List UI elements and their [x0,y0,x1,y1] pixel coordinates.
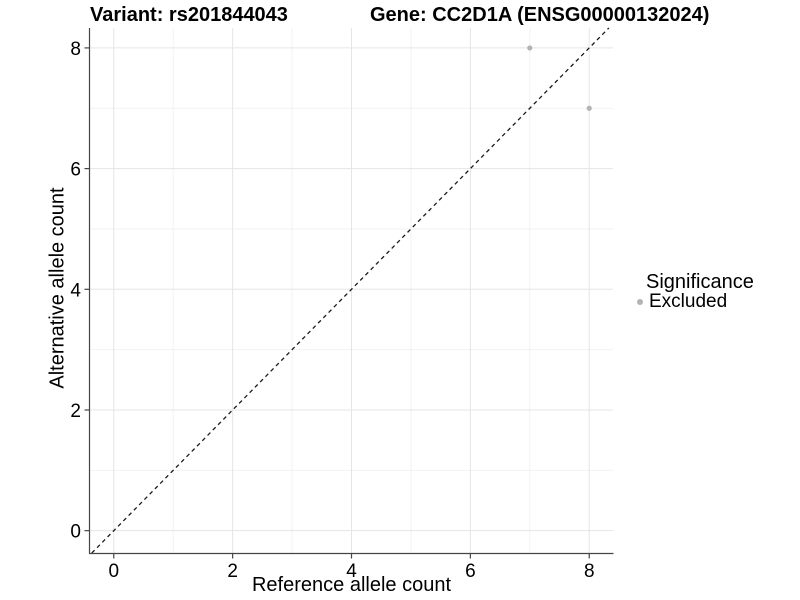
legend-point-icon [637,299,643,305]
x-tick-label: 4 [346,561,357,582]
identity-line [91,27,610,554]
legend-item-label: Excluded [649,291,728,312]
y-tick-label: 2 [70,401,81,422]
y-axis-title: Alternative allele count [46,187,69,389]
y-tick-label: 0 [70,522,81,543]
legend-item-excluded: Excluded [634,291,754,312]
x-tick-label: 8 [584,561,595,582]
data-point [527,45,533,51]
x-tick-label: 0 [108,561,119,582]
plot-title-gene: Gene: CC2D1A (ENSG00000132024) [370,4,710,26]
plot-title-variant: Variant: rs201844043 [90,4,288,26]
y-tick-label: 8 [70,39,81,60]
legend: Significance Excluded [634,271,754,312]
x-axis-title: Reference allele count [251,574,451,596]
x-tick-label: 6 [465,561,476,582]
legend-title: Significance [646,271,754,293]
y-tick-label: 6 [70,160,81,181]
data-point [586,105,592,111]
x-tick-label: 2 [227,561,238,582]
y-tick-label: 4 [70,280,81,301]
